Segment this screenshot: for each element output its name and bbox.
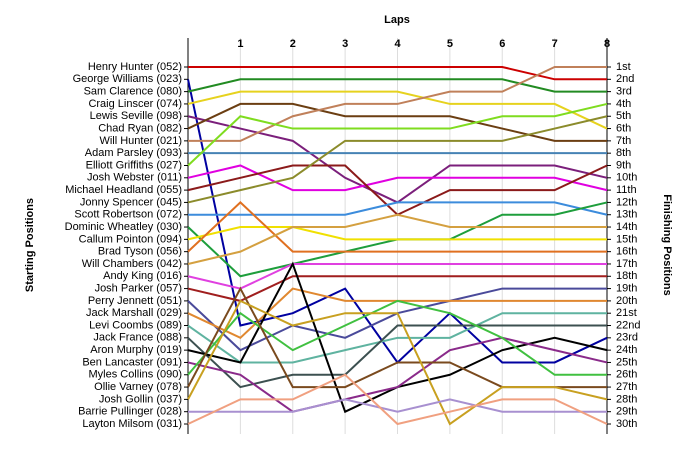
starting-label: Levi Coombs (089): [89, 319, 182, 331]
position-line: [187, 115, 608, 204]
x-tick-label: 1: [237, 38, 243, 50]
starting-label: Sam Clarence (080): [84, 86, 182, 98]
finishing-label: 5th: [616, 110, 631, 122]
position-line: [187, 213, 607, 265]
x-tick-label: 2: [290, 38, 296, 50]
finishing-label: 13th: [616, 209, 637, 221]
position-line: [188, 66, 607, 142]
position-line: [187, 336, 608, 413]
position-line: [187, 324, 607, 389]
starting-label: Adam Parsley (093): [85, 147, 182, 159]
finishing-label: 23rd: [616, 332, 638, 344]
finishing-label: 16th: [616, 246, 637, 258]
starting-label: Scott Robertson (072): [74, 209, 182, 221]
starting-label: Jack Marshall (029): [86, 307, 182, 319]
finishing-label: 15th: [616, 233, 637, 245]
starting-label: Callum Pointon (094): [79, 233, 182, 245]
starting-label: Ollie Varney (078): [94, 381, 182, 393]
position-line: [187, 102, 607, 142]
position-line: [187, 275, 607, 302]
starting-label: Michael Headland (055): [65, 184, 182, 196]
starting-label: Jonny Spencer (045): [80, 196, 182, 208]
finishing-label: 17th: [616, 258, 637, 270]
finishing-label: 19th: [616, 282, 637, 294]
finishing-label: 3rd: [616, 86, 632, 98]
starting-label: Myles Collins (090): [88, 369, 182, 381]
starting-label: Josh Gollin (037): [99, 393, 182, 405]
finishing-label: 24th: [616, 344, 637, 356]
position-line: [187, 201, 607, 253]
finishing-label: 11th: [616, 184, 637, 196]
starting-label: Lewis Seville (098): [90, 110, 182, 122]
x-tick-label: 6: [499, 38, 505, 50]
position-line: [187, 102, 608, 167]
starting-label: Henry Hunter (052): [88, 61, 182, 73]
finishing-label: 26th: [616, 369, 637, 381]
starting-label: Perry Jennett (051): [88, 295, 182, 307]
position-line: [187, 78, 607, 93]
chart-title: Laps: [384, 14, 410, 26]
starting-label: Jack France (088): [93, 332, 182, 344]
position-line: [187, 312, 607, 364]
finishing-label: 1st: [616, 61, 631, 73]
finishing-label: 30th: [616, 418, 637, 430]
starting-label: Ben Lancaster (091): [82, 356, 182, 368]
starting-label: Brad Tyson (056): [98, 246, 182, 258]
finishing-label: 4th: [616, 98, 631, 110]
position-line: [187, 299, 608, 426]
finishing-label: 25th: [616, 356, 637, 368]
starting-label: Josh Webster (011): [87, 172, 182, 184]
starting-label: Elliott Griffiths (027): [86, 159, 182, 171]
finishing-label: 12th: [616, 196, 637, 208]
finishing-label: 27th: [616, 381, 637, 393]
finishing-label: 20th: [616, 295, 637, 307]
position-line: [187, 90, 608, 130]
finishing-label: 18th: [616, 270, 637, 282]
finishing-label: 10th: [616, 172, 637, 184]
starting-label: Aron Murphy (019): [90, 344, 182, 356]
finishing-label: 14th: [616, 221, 637, 233]
starting-label: Craig Linscer (074): [88, 98, 182, 110]
finishing-label: 21st: [616, 307, 637, 319]
starting-label: Dominic Wheatley (030): [65, 221, 182, 233]
y-axis-title: Starting Positions: [24, 198, 36, 292]
position-line: [188, 201, 608, 216]
x-tick-label: 5: [447, 38, 453, 50]
position-line: [187, 226, 607, 241]
starting-label: Layton Milsom (031): [82, 418, 182, 430]
position-line: [188, 398, 607, 413]
finishing-label: 29th: [616, 406, 637, 418]
starting-label: Barrie Pullinger (028): [78, 406, 182, 418]
finishing-label: 28th: [616, 393, 637, 405]
x-tick-label: 3: [342, 38, 348, 50]
starting-label: George Williams (023): [73, 73, 182, 85]
starting-label: Chad Ryan (082): [98, 122, 182, 134]
x-tick-label: 4: [394, 38, 401, 50]
starting-label: Josh Parker (057): [95, 282, 182, 294]
finishing-label: 2nd: [616, 73, 634, 85]
y2-axis-title: Finishing Positions: [661, 194, 673, 295]
starting-label: Andy King (016): [103, 270, 182, 282]
starting-label: Will Hunter (021): [99, 135, 182, 147]
finishing-label: 9th: [616, 159, 631, 171]
position-line: [187, 373, 608, 426]
position-line: [187, 299, 607, 376]
position-line: [187, 262, 607, 290]
x-tick-label: 7: [552, 38, 558, 50]
finishing-label: 7th: [616, 135, 631, 147]
starting-label: Will Chambers (042): [82, 258, 182, 270]
finishing-label: 8th: [616, 147, 631, 159]
finishing-label: 22nd: [616, 319, 640, 331]
finishing-label: 6th: [616, 122, 631, 134]
